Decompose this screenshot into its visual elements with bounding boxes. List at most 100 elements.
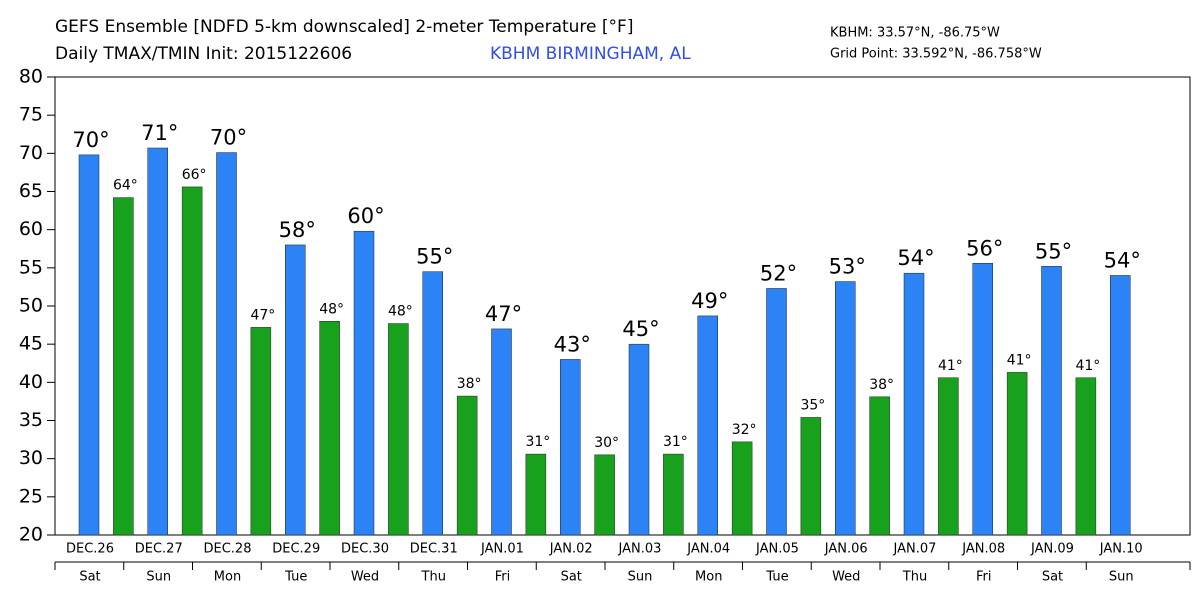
y-tick-label: 65 xyxy=(19,180,43,202)
value-label: 38° xyxy=(457,376,482,392)
tmin-bar xyxy=(250,327,272,536)
chart-subtitle: Daily TMAX/TMIN Init: 2015122606 xyxy=(55,44,352,64)
weekday-label: Sun xyxy=(146,570,171,585)
value-label: 38° xyxy=(869,377,894,393)
weekday-label: Sun xyxy=(628,570,653,585)
x-tick-label: JAN.07 xyxy=(893,542,937,557)
value-label: 54° xyxy=(1104,248,1141,272)
value-label: 70° xyxy=(210,126,247,150)
y-tick-label: 25 xyxy=(19,485,43,507)
value-label: 60° xyxy=(347,204,384,228)
y-tick-label: 80 xyxy=(19,66,43,88)
tmin-bar xyxy=(319,321,340,536)
x-tick-label: DEC.28 xyxy=(204,542,252,557)
tmax-bar xyxy=(147,147,168,536)
x-tick-label: JAN.05 xyxy=(755,542,799,557)
y-tick-label: 50 xyxy=(19,295,43,317)
value-label: 55° xyxy=(1035,239,1072,263)
weekday-label: Wed xyxy=(832,570,860,585)
tmax-bar xyxy=(628,343,650,536)
station-coords: KBHM: 33.57°N, -86.75°W xyxy=(830,26,1000,41)
x-tick-label: JAN.08 xyxy=(961,542,1005,557)
weekday-label: Thu xyxy=(421,570,446,585)
value-label: 30° xyxy=(594,435,619,451)
y-tick-label: 45 xyxy=(19,333,43,355)
weekday-label: Fri xyxy=(976,570,992,585)
value-label: 41° xyxy=(938,358,963,374)
y-tick-label: 55 xyxy=(19,256,43,278)
value-label: 43° xyxy=(554,332,591,356)
weekday-label: Tue xyxy=(765,570,788,585)
weekday-label: Thu xyxy=(902,570,927,585)
weekday-label: Sat xyxy=(561,570,582,585)
tmax-bar xyxy=(353,230,375,536)
x-tick-label: JAN.03 xyxy=(618,542,662,557)
tmax-bar xyxy=(216,152,237,536)
value-label: 58° xyxy=(279,218,316,242)
x-tick-label: JAN.01 xyxy=(480,542,524,557)
x-tick-label: JAN.10 xyxy=(1099,542,1143,557)
tmax-bar xyxy=(422,271,443,536)
value-label: 66° xyxy=(182,167,207,183)
y-tick-label: 40 xyxy=(19,371,43,393)
grid-point: Grid Point: 33.592°N, -86.758°W xyxy=(830,47,1042,62)
tmax-bar xyxy=(1110,275,1131,536)
tmin-bar xyxy=(181,186,203,536)
value-label: 56° xyxy=(966,236,1003,260)
tmax-bar xyxy=(285,244,306,536)
weekday-label: Mon xyxy=(214,570,241,585)
value-label: 49° xyxy=(691,289,728,313)
x-tick-label: DEC.27 xyxy=(135,542,183,557)
value-label: 32° xyxy=(732,422,757,438)
value-label: 31° xyxy=(663,434,688,450)
value-label: 55° xyxy=(416,245,453,269)
tmax-bar xyxy=(491,328,512,536)
value-label: 71° xyxy=(141,121,178,145)
tmax-bar xyxy=(766,288,787,536)
tmax-bar xyxy=(78,154,100,536)
value-label: 54° xyxy=(897,246,934,270)
tmin-bar xyxy=(594,454,615,536)
tmin-bar xyxy=(456,395,478,536)
x-tick-label: JAN.09 xyxy=(1030,542,1074,557)
value-label: 41° xyxy=(1007,352,1032,368)
x-tick-label: JAN.02 xyxy=(549,542,593,557)
value-label: 52° xyxy=(760,261,797,285)
chart-title: GEFS Ensemble [NDFD 5-km downscaled] 2-m… xyxy=(55,17,633,37)
tmin-bar xyxy=(388,323,409,536)
tmax-bar xyxy=(835,281,856,536)
weekday-label: Sat xyxy=(79,570,100,585)
tmin-bar xyxy=(938,377,959,536)
weekday-label: Mon xyxy=(695,570,722,585)
tmin-bar xyxy=(113,197,134,536)
x-tick-label: JAN.06 xyxy=(824,542,868,557)
value-label: 41° xyxy=(1075,358,1100,374)
tmin-bar xyxy=(869,396,890,536)
station-name: KBHM BIRMINGHAM, AL xyxy=(490,44,691,64)
value-label: 70° xyxy=(72,128,109,152)
weekday-label: Fri xyxy=(495,570,511,585)
value-label: 48° xyxy=(319,301,344,317)
value-label: 47° xyxy=(485,302,522,326)
tmax-bar xyxy=(697,315,718,536)
value-label: 53° xyxy=(829,255,866,279)
x-tick-label: DEC.30 xyxy=(341,542,389,557)
weekday-label: Sun xyxy=(1109,570,1134,585)
x-tick-label: DEC.26 xyxy=(66,542,114,557)
tmin-bar xyxy=(800,417,822,536)
value-label: 31° xyxy=(525,434,550,450)
weekday-label: Tue xyxy=(284,570,307,585)
x-tick-label: DEC.29 xyxy=(272,542,320,557)
y-tick-label: 75 xyxy=(19,104,43,126)
value-label: 35° xyxy=(800,397,825,413)
tmin-bar xyxy=(525,453,547,536)
value-label: 47° xyxy=(250,307,275,323)
x-tick-label: DEC.31 xyxy=(410,542,458,557)
tmax-bar xyxy=(1041,266,1062,536)
value-label: 64° xyxy=(113,178,138,194)
y-tick-label: 30 xyxy=(19,447,43,469)
value-label: 45° xyxy=(622,317,659,341)
tmax-bar xyxy=(972,263,993,536)
tmin-bar xyxy=(663,453,684,536)
tmax-bar xyxy=(903,272,925,536)
